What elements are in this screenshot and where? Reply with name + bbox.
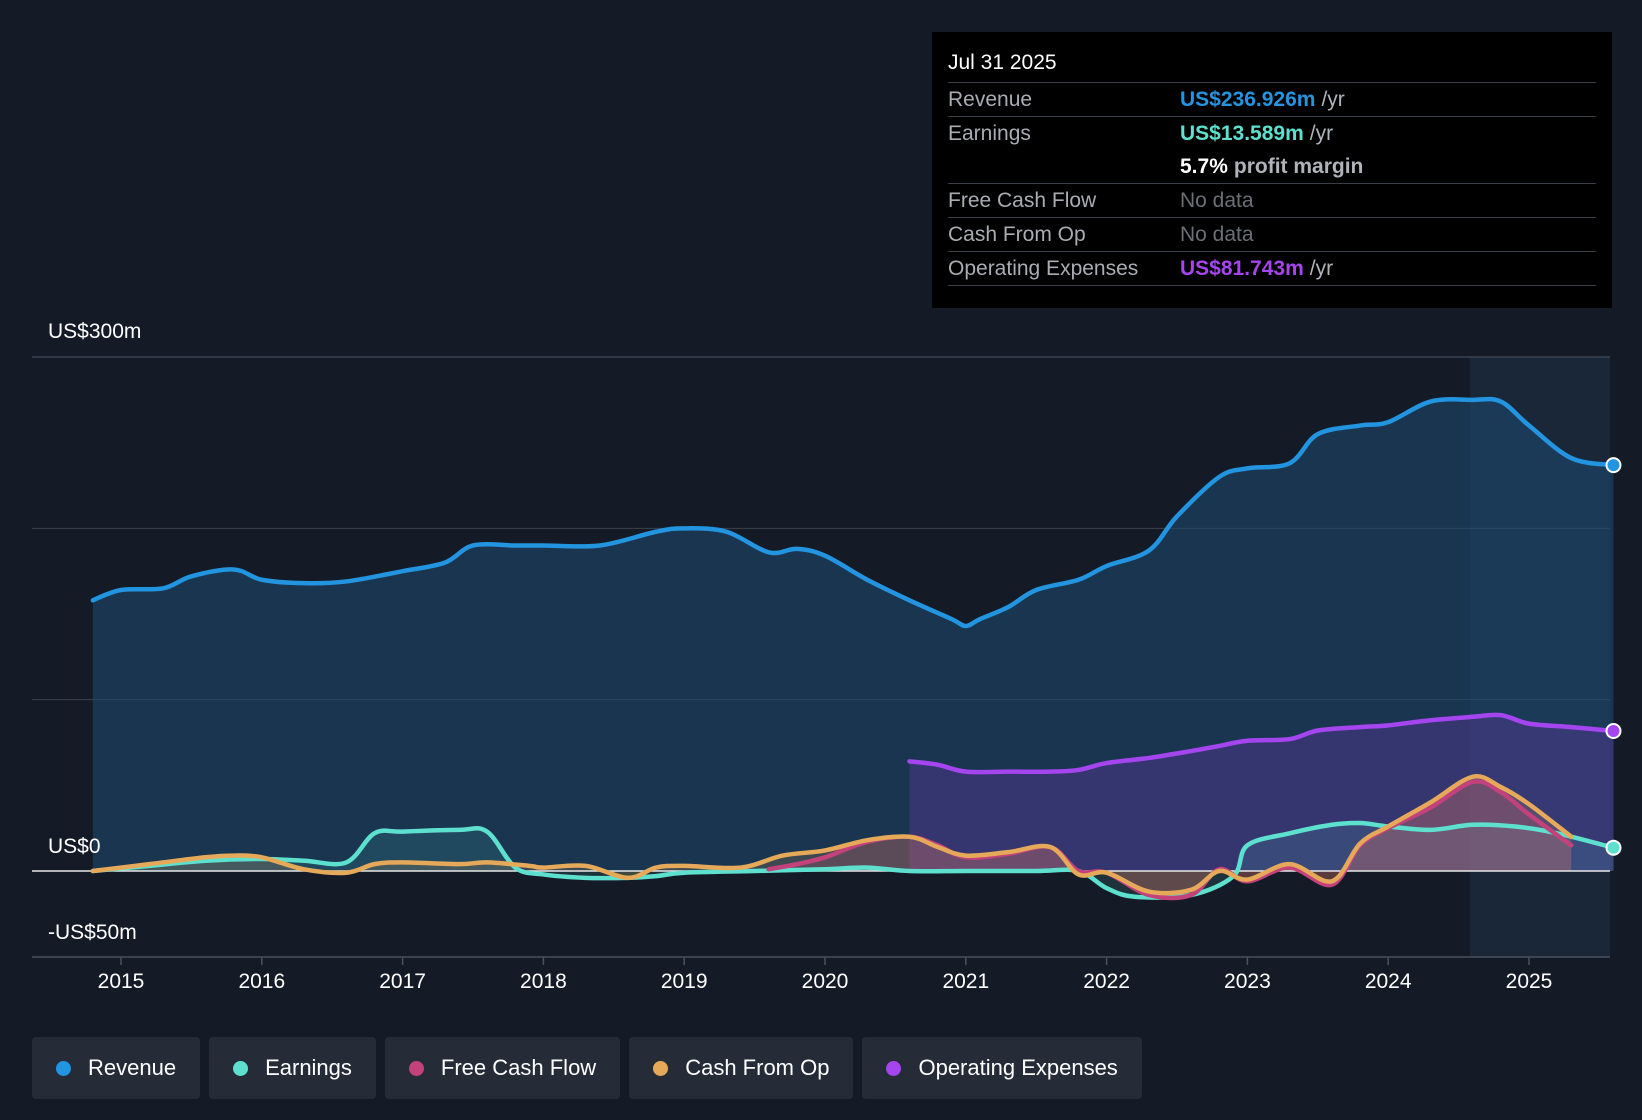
tooltip-date: Jul 31 2025 xyxy=(948,46,1596,83)
tooltip-opex-value: US$81.743m xyxy=(1180,256,1304,280)
legend-item-earnings[interactable]: Earnings xyxy=(209,1037,376,1099)
line-operating-expenses xyxy=(907,712,1616,775)
legend-label-operating-expenses: Operating Expenses xyxy=(918,1055,1118,1080)
x-tick-label: 2025 xyxy=(1505,970,1553,993)
legend-item-revenue[interactable]: Revenue xyxy=(32,1037,201,1099)
legend-dot-cash-from-op xyxy=(653,1060,669,1076)
marker-earnings xyxy=(1605,839,1622,856)
tooltip-margin-value: 5.7% xyxy=(1180,154,1228,178)
x-tick-label: 2017 xyxy=(379,970,426,993)
legend-label-free-cash-flow: Free Cash Flow xyxy=(440,1055,597,1080)
area-revenue xyxy=(92,399,1614,871)
area-earnings xyxy=(92,822,1614,898)
marker-revenue xyxy=(1605,457,1622,474)
x-tick-label: 2023 xyxy=(1224,970,1271,993)
legend-item-cash-from-op[interactable]: Cash From Op xyxy=(629,1037,854,1099)
tooltip-row-revenue: Revenue US$236.926m /yr xyxy=(948,83,1596,117)
line-revenue xyxy=(90,396,1616,629)
y-tick-zero: US$0 xyxy=(48,835,101,858)
marker-operating-expenses xyxy=(1605,723,1622,740)
tooltip-revenue-label: Revenue xyxy=(948,87,1033,111)
legend-item-free-cash-flow[interactable]: Free Cash Flow xyxy=(384,1037,621,1099)
tooltip-row-cfo: Cash From Op No data xyxy=(948,218,1596,252)
x-tick-label: 2020 xyxy=(801,970,849,993)
legend-label-earnings: Earnings xyxy=(265,1055,352,1080)
y-tick-top: US$300m xyxy=(48,320,142,343)
tooltip-fcf-label: Free Cash Flow xyxy=(948,188,1097,212)
tooltip-row-margin: 5.7% profit margin xyxy=(948,150,1596,184)
tooltip-margin-text: profit margin xyxy=(1233,154,1364,178)
x-tick-label: 2021 xyxy=(942,970,990,993)
legend-dot-earnings xyxy=(233,1060,249,1076)
area-operating-expenses xyxy=(909,714,1614,871)
x-tick-label: 2016 xyxy=(238,970,286,993)
legend: Revenue Earnings Free Cash Flow Cash Fro… xyxy=(32,1037,1142,1099)
tooltip-opex-unit: /yr xyxy=(1309,256,1334,280)
legend-dot-revenue xyxy=(56,1060,71,1076)
tooltip-earnings-value: US$13.589m xyxy=(1180,121,1304,145)
tooltip-fcf-value: No data xyxy=(1180,188,1254,212)
legend-dot-free-cash-flow xyxy=(408,1060,424,1076)
tooltip-row-fcf: Free Cash Flow No data xyxy=(948,184,1596,218)
x-tick-label: 2019 xyxy=(660,970,708,993)
tooltip-earnings-unit: /yr xyxy=(1309,121,1334,145)
tooltip-row-earnings: Earnings US$13.589m /yr xyxy=(948,117,1596,150)
tooltip-cfo-value: No data xyxy=(1180,222,1254,246)
line-earnings xyxy=(90,820,1616,900)
legend-label-cash-from-op: Cash From Op xyxy=(685,1055,830,1080)
x-tick-label: 2022 xyxy=(1083,970,1130,993)
line-cash-from-op xyxy=(90,774,1574,896)
x-tick-label: 2018 xyxy=(520,970,567,993)
tooltip-earnings-label: Earnings xyxy=(948,121,1031,145)
x-tick-label: 2024 xyxy=(1364,970,1412,993)
legend-item-operating-expenses[interactable]: Operating Expenses xyxy=(862,1037,1142,1099)
legend-dot-operating-expenses xyxy=(886,1060,902,1076)
tooltip-revenue-value: US$236.926m xyxy=(1180,87,1316,111)
x-tick-label: 2015 xyxy=(97,970,145,993)
legend-label-revenue: Revenue xyxy=(88,1055,177,1080)
data-tooltip: Jul 31 2025 Revenue US$236.926m /yr Earn… xyxy=(932,32,1612,308)
tooltip-row-opex: Operating Expenses US$81.743m /yr xyxy=(948,252,1596,286)
y-tick-bottom: -US$50m xyxy=(48,921,137,944)
tooltip-opex-label: Operating Expenses xyxy=(948,256,1139,280)
tooltip-revenue-unit: /yr xyxy=(1321,87,1345,111)
tooltip-cfo-label: Cash From Op xyxy=(948,222,1086,246)
